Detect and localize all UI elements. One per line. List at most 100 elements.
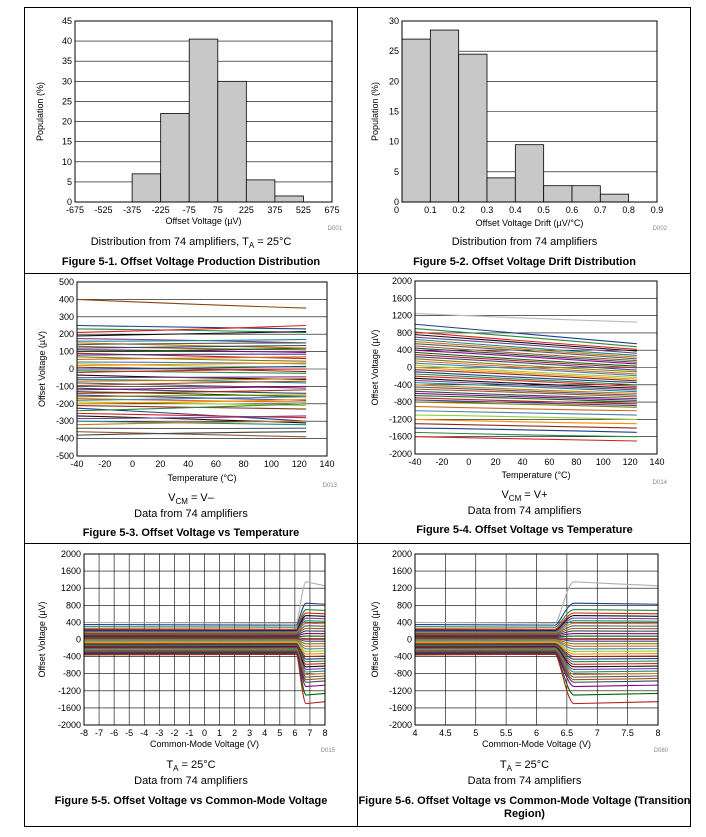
x-tick-label: 6.5 — [561, 728, 574, 738]
temperature-series-line — [414, 334, 637, 352]
temperature-series-line — [414, 436, 637, 442]
x-tick-label: 140 — [649, 457, 664, 467]
temperature-series-line — [76, 362, 307, 367]
temperature-series-line — [414, 388, 637, 398]
temperature-series-line — [76, 378, 307, 384]
temperature-series-line — [76, 356, 307, 362]
x-axis-label: Temperature (°C) — [501, 470, 570, 480]
cm-series-line — [83, 652, 326, 688]
cm-series-line — [84, 638, 326, 645]
x-tick-label: -6 — [110, 728, 118, 738]
temperature-series-line — [76, 380, 307, 387]
x-tick-label: 0 — [466, 457, 471, 467]
y-tick-label: 1600 — [392, 293, 412, 303]
histogram-bar — [401, 38, 431, 203]
figure-code: D080 — [654, 748, 669, 754]
cm-series-line — [83, 630, 326, 636]
y-tick-label: 5 — [67, 177, 72, 187]
cm-series-line — [83, 643, 326, 658]
y-axis-label: Population (%) — [35, 82, 45, 141]
y-tick-label: 25 — [62, 96, 72, 106]
x-tick-label: 8 — [655, 728, 660, 738]
y-tick-label: 30 — [389, 16, 399, 26]
temperature-series-line — [76, 412, 307, 419]
x-tick-label: 525 — [296, 205, 311, 215]
y-axis-label: Offset Voltage (µV) — [37, 331, 47, 407]
cm-series-line — [83, 609, 326, 628]
temperature-series-line — [76, 382, 307, 389]
x-tick-label: 0 — [130, 459, 135, 469]
y-axis-label: Population (%) — [370, 82, 380, 141]
cm-series-line — [414, 645, 659, 665]
x-tick-label: -75 — [183, 205, 196, 215]
x-axis-label: Common-Mode Voltage (V) — [150, 739, 259, 749]
temperature-series-line — [76, 345, 307, 351]
histogram-bar — [274, 195, 304, 203]
cm-series-line — [414, 620, 659, 633]
x-tick-label: 7 — [307, 728, 312, 738]
temperature-series-line — [414, 390, 637, 400]
cm-series-line — [83, 637, 326, 640]
y-tick-label: -100 — [56, 381, 74, 391]
cm-series-line — [83, 643, 326, 660]
temperature-series-line — [76, 347, 307, 353]
chart-offset-voltage-distribution: 0 5 10 15 20 25 30 35 40 45 -675 -525 -375 -225 -75 75 2… — [35, 16, 343, 232]
cm-series-line — [414, 612, 659, 630]
y-tick-label: 25 — [389, 46, 399, 56]
histogram-bar — [188, 38, 219, 203]
cm-series-line — [83, 602, 326, 626]
figure-caption: Distribution from 74 amplifiers — [451, 236, 598, 248]
temperature-series-line — [76, 338, 307, 342]
cm-series-line — [414, 649, 659, 678]
temperature-series-line — [76, 342, 307, 349]
temperature-series-line — [414, 358, 637, 373]
cm-series-line — [83, 640, 326, 650]
x-tick-label: -20 — [98, 459, 111, 469]
x-tick-label: -8 — [80, 728, 88, 738]
temperature-series-line — [76, 368, 307, 374]
figure-condition: VCM = V– — [168, 492, 214, 507]
x-tick-label: 40 — [518, 457, 528, 467]
temperature-series-line — [414, 366, 637, 380]
cm-series-line — [83, 652, 326, 696]
y-tick-label: -500 — [56, 451, 74, 461]
temperature-series-line — [414, 431, 637, 438]
x-tick-label: -20 — [435, 457, 448, 467]
y-tick-label: 800 — [397, 328, 412, 338]
figure-condition: TA = 25°C — [499, 759, 550, 774]
x-tick-label: 0.8 — [622, 205, 635, 215]
x-tick-label: 0 — [394, 205, 399, 215]
temperature-series-line — [414, 377, 637, 389]
cm-series-line — [83, 617, 326, 632]
cm-series-line — [414, 642, 659, 655]
x-axis-label: Common-Mode Voltage (V) — [482, 739, 591, 749]
y-tick-label: -200 — [56, 399, 74, 409]
cm-series-line — [414, 638, 659, 642]
y-tick-label: 0 — [407, 363, 412, 373]
figure-cell-1: 0 5 10 15 20 25 30 35 40 45 -675 -525 -375 -225 -75 75 2… — [25, 8, 358, 274]
temperature-series-line — [414, 343, 637, 360]
x-tick-label: 120 — [623, 457, 638, 467]
figure-condition: VCM = V+ — [501, 489, 548, 504]
histogram-bar — [514, 144, 545, 203]
cm-series-line — [414, 630, 659, 636]
x-tick-label: 4.5 — [439, 728, 452, 738]
y-axis-label: Offset Voltage (µV) — [370, 329, 380, 405]
temperature-series-line — [76, 385, 307, 391]
cm-series-line — [414, 644, 659, 663]
histogram-bar — [217, 80, 247, 203]
figure-code: D001 — [328, 226, 343, 232]
y-tick-label: -1200 — [58, 686, 81, 696]
x-tick-label: 100 — [264, 459, 279, 469]
temperature-series-line — [414, 353, 637, 369]
x-tick-label: 75 — [213, 205, 223, 215]
temperature-series-line — [414, 382, 637, 393]
x-tick-label: 20 — [155, 459, 165, 469]
cm-series-line — [83, 615, 326, 632]
temperature-series-line — [76, 370, 307, 374]
x-tick-label: -5 — [125, 728, 133, 738]
temperature-series-line — [414, 384, 637, 394]
temperature-series-line — [414, 328, 637, 348]
temperature-series-line — [414, 395, 637, 403]
plot-border — [76, 281, 328, 457]
